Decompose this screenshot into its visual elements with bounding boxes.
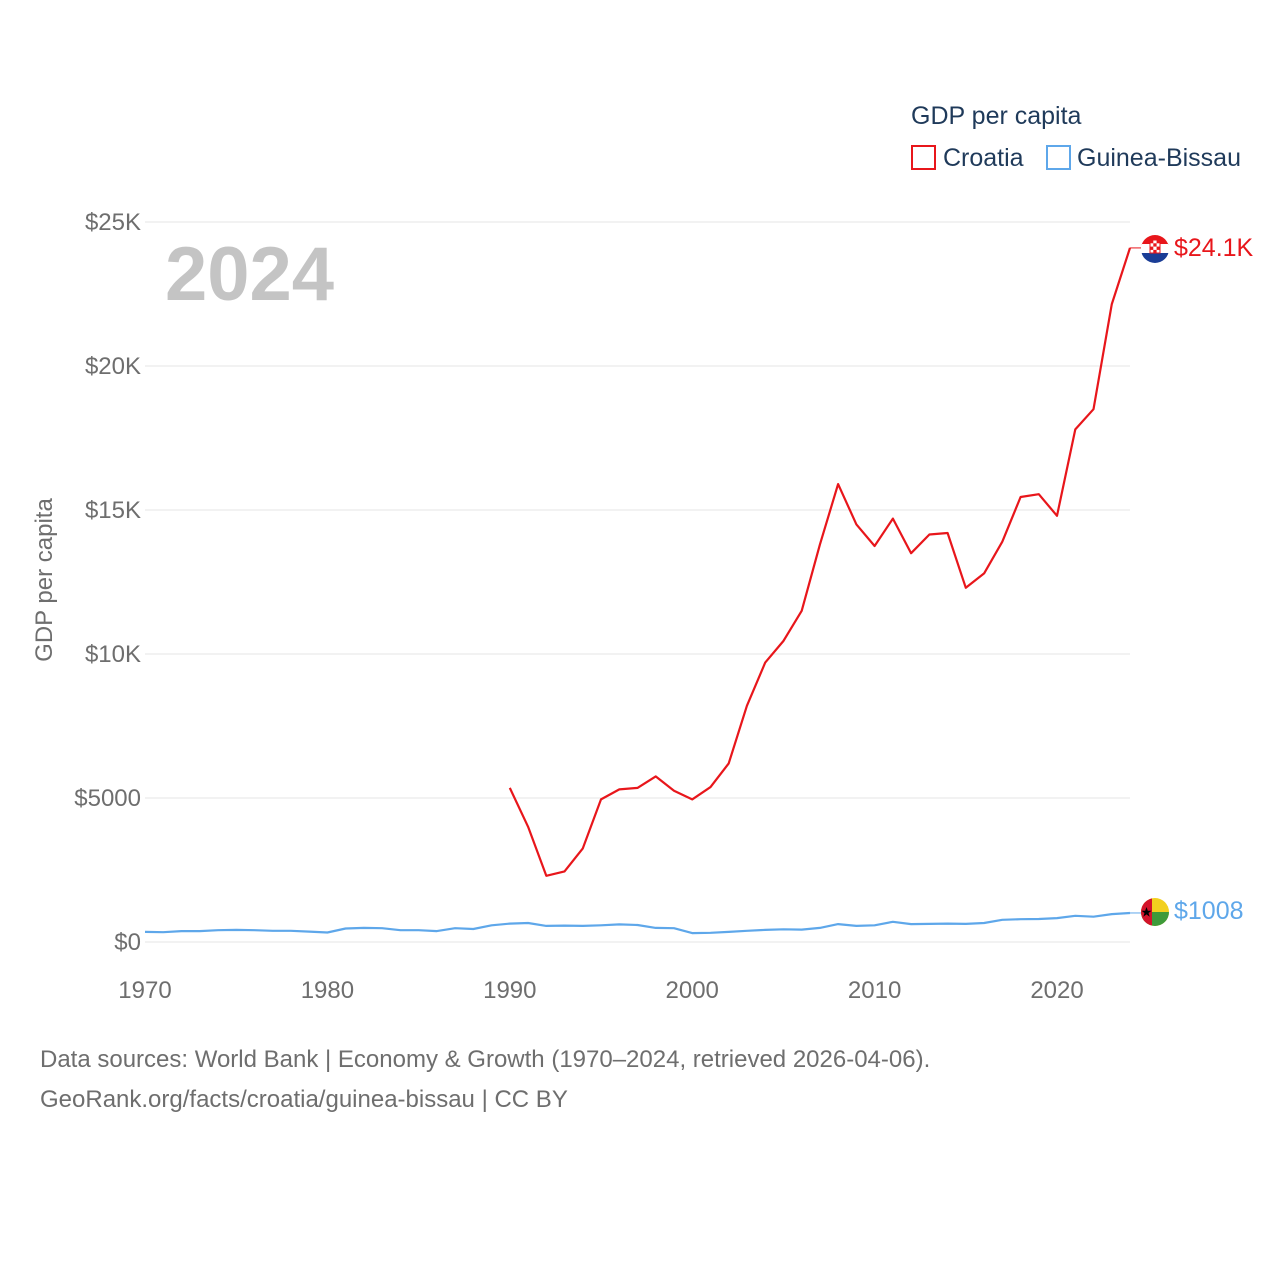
footer-link: GeoRank.org/facts/croatia/guinea-bissau … (40, 1086, 568, 1113)
end-label-guinea-bissau: $1008 (1174, 897, 1244, 925)
x-axis-ticks: 1970 1980 1990 2000 2010 2020 (118, 977, 1083, 1004)
footer: Data sources: World Bank | Economy & Gro… (40, 1040, 930, 1120)
y-tick-label: $5000 (74, 785, 141, 812)
x-tick-label: 2020 (1030, 977, 1083, 1004)
year-watermark: 2024 (165, 232, 334, 317)
legend-label-croatia: Croatia (943, 144, 1024, 172)
legend: GDP per capita Croatia Guinea-Bissau (911, 102, 1241, 172)
legend-title: GDP per capita (911, 102, 1082, 130)
footer-sources: Data sources: World Bank | Economy & Gro… (40, 1046, 931, 1073)
legend-swatch-guinea-bissau (1046, 145, 1071, 170)
series-lines (144, 247, 1141, 935)
y-axis-label: GDP per capita (31, 498, 58, 662)
x-tick-label: 1990 (483, 977, 536, 1004)
x-tick-label: 1970 (118, 977, 171, 1004)
croatia-flag-icon (1141, 235, 1169, 263)
x-tick-label: 1980 (301, 977, 354, 1004)
x-tick-label: 2010 (848, 977, 901, 1004)
y-tick-label: $25K (85, 209, 141, 236)
series-line-croatia (508, 247, 1132, 877)
series-line-guinea-bissau (144, 911, 1131, 935)
legend-swatch-croatia (911, 145, 936, 170)
y-axis-ticks: $0 $5000 $10K $15K $20K $25K (74, 209, 141, 956)
x-tick-label: 2000 (666, 977, 719, 1004)
y-tick-label: $0 (114, 929, 141, 956)
end-label-croatia: $24.1K (1174, 234, 1254, 262)
y-tick-label: $20K (85, 353, 141, 380)
guinea-bissau-flag-icon (1141, 898, 1169, 926)
legend-label-guinea-bissau: Guinea-Bissau (1077, 144, 1241, 172)
grid-lines (145, 221, 1130, 943)
y-tick-label: $15K (85, 497, 141, 524)
y-tick-label: $10K (85, 641, 141, 668)
